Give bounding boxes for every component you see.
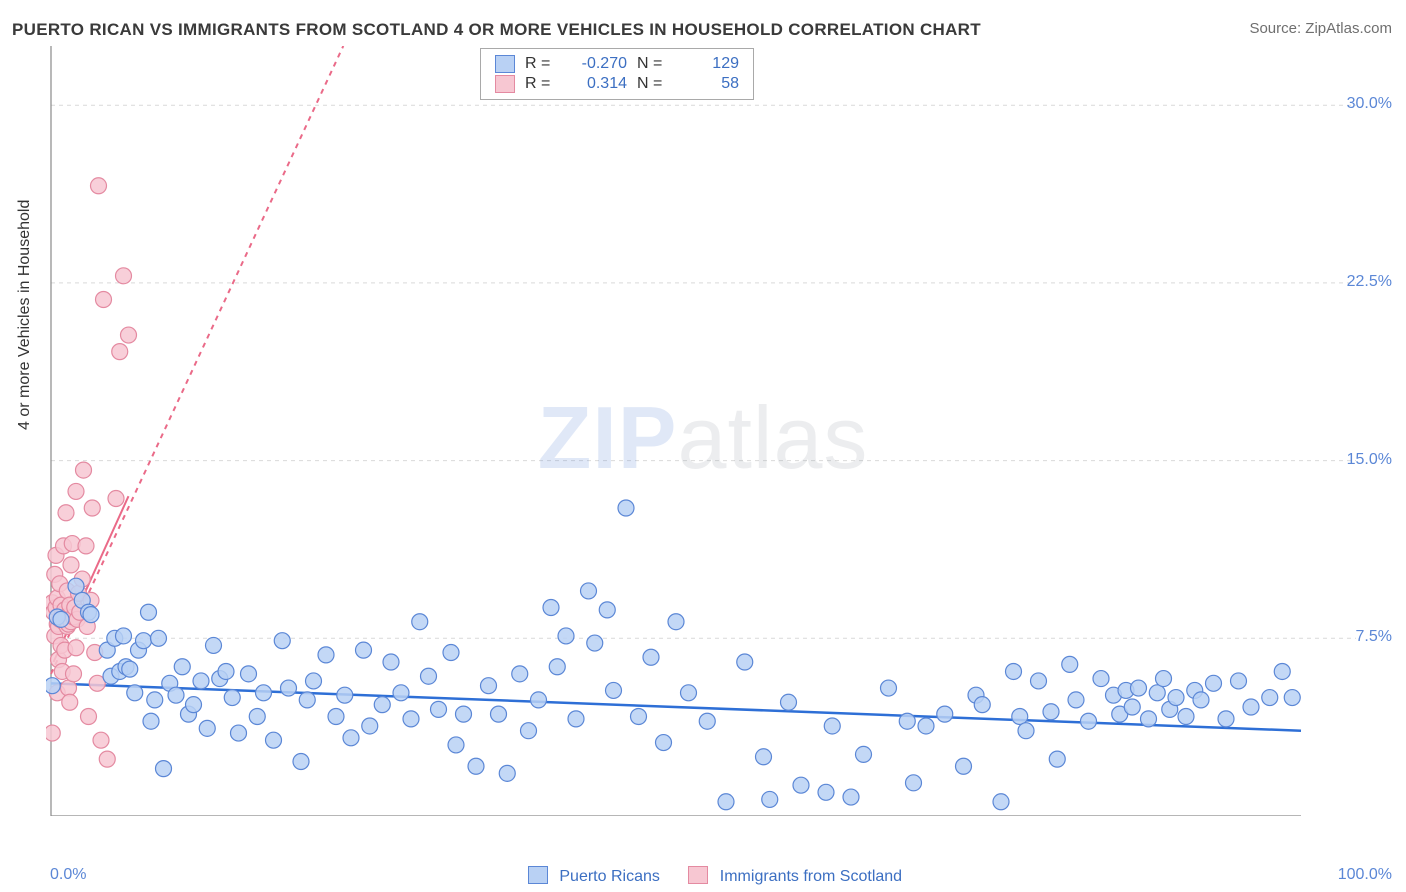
source-label: Source: ZipAtlas.com [1249,20,1392,37]
y-axis-label: 4 or more Vehicles in Household [16,200,34,430]
legend-swatch [495,55,515,73]
y-tick-label: 15.0% [1347,451,1392,469]
stats-legend: R = -0.270 N = 129 R = 0.314 N = 58 [480,48,754,100]
legend-swatch [688,866,708,884]
legend-row: R = -0.270 N = 129 [495,54,739,74]
y-tick-label: 7.5% [1356,628,1392,646]
legend-swatch [528,866,548,884]
legend-label: Puerto Ricans [559,868,660,885]
legend-row: R = 0.314 N = 58 [495,74,739,94]
y-tick-label: 30.0% [1347,95,1392,113]
chart-title: PUERTO RICAN VS IMMIGRANTS FROM SCOTLAND… [12,20,981,40]
legend-swatch [495,75,515,93]
legend-label: Immigrants from Scotland [720,868,902,885]
series-legend: Puerto Ricans Immigrants from Scotland [0,866,1406,886]
y-tick-label: 22.5% [1347,273,1392,291]
watermark: ZIPatlas [538,387,869,489]
